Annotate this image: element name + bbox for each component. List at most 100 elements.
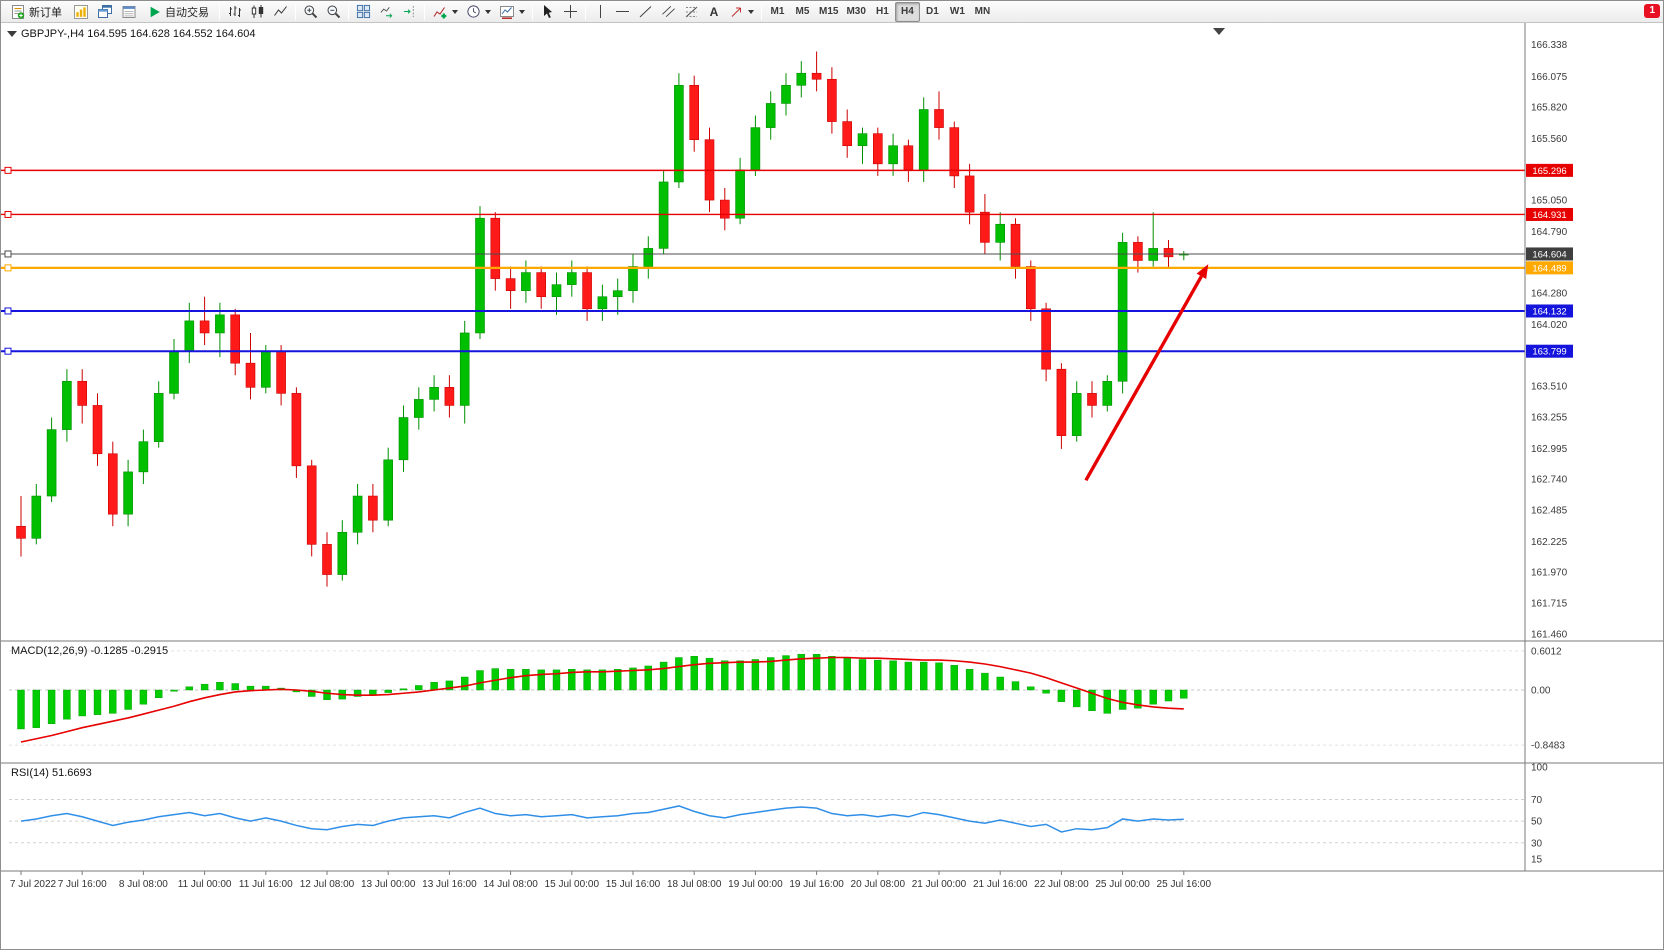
- templates-icon: [500, 5, 514, 19]
- svg-text:19 Jul 00:00: 19 Jul 00:00: [728, 879, 783, 890]
- price-scale: [1526, 163, 1573, 358]
- new-chart-button[interactable]: [69, 2, 93, 22]
- periods-clock-icon: [467, 5, 480, 18]
- svg-text:20 Jul 08:00: 20 Jul 08:00: [851, 879, 906, 890]
- tile-windows-icon: [356, 4, 371, 19]
- svg-text:15: 15: [1531, 855, 1543, 866]
- svg-text:7 Jul 16:00: 7 Jul 16:00: [58, 879, 107, 890]
- svg-text:25 Jul 00:00: 25 Jul 00:00: [1095, 879, 1150, 890]
- zoom-out-button[interactable]: [322, 2, 345, 22]
- timeframe-w1-button[interactable]: W1: [949, 6, 965, 17]
- trend-arrow-annotation[interactable]: [1084, 264, 1209, 482]
- horizontal-lines-layer[interactable]: [1, 166, 1525, 355]
- fibonacci-tool-button[interactable]: [680, 2, 703, 22]
- vertical-line-tool-button[interactable]: [589, 2, 611, 22]
- toolbar-separator: [761, 3, 762, 20]
- arrows-icon: [731, 7, 741, 17]
- svg-text:166.338: 166.338: [1531, 40, 1568, 51]
- dropdown-caret-icon: [519, 9, 525, 14]
- channel-icon: [662, 6, 675, 17]
- trendline-tool-button[interactable]: [634, 2, 657, 22]
- zoom-in-button[interactable]: [299, 2, 322, 22]
- new-order-icon: [12, 4, 25, 19]
- auto-trading-play-icon: [150, 6, 160, 17]
- bar-chart-mode-button[interactable]: [223, 2, 246, 22]
- svg-text:162.995: 162.995: [1531, 444, 1568, 455]
- line-chart-mode-button[interactable]: [269, 2, 292, 22]
- trendline-icon: [639, 6, 652, 18]
- periods-button[interactable]: [462, 2, 495, 22]
- svg-text:50: 50: [1531, 817, 1543, 828]
- svg-text:162.485: 162.485: [1531, 505, 1568, 516]
- timeframe-mn-button[interactable]: MN: [974, 6, 991, 17]
- svg-text:15 Jul 00:00: 15 Jul 00:00: [545, 879, 600, 890]
- candlestick-mode-button[interactable]: [246, 2, 269, 22]
- horizontal-line-tool-button[interactable]: [611, 2, 634, 22]
- toolbar-separator: [219, 3, 220, 20]
- timeframe-m30-button[interactable]: M30: [846, 6, 866, 17]
- svg-text:14 Jul 08:00: 14 Jul 08:00: [483, 879, 538, 890]
- macd-layer: [17, 654, 1188, 743]
- dropdown-caret-icon: [748, 9, 754, 14]
- timeframe-h4-button[interactable]: H4: [894, 1, 920, 22]
- svg-text:163.799: 163.799: [1532, 347, 1566, 358]
- toolbar: 新订单: [1, 1, 1663, 23]
- svg-text:161.460: 161.460: [1531, 629, 1568, 640]
- dropdown-caret-icon: [485, 9, 491, 14]
- svg-text:162.225: 162.225: [1531, 537, 1568, 548]
- auto-trading-button[interactable]: 自动交易: [141, 2, 216, 22]
- zoom-out-icon: [327, 5, 341, 19]
- tile-windows-button[interactable]: [352, 2, 375, 22]
- price-badge: [1526, 344, 1573, 358]
- one-click-trading-toggle-icon[interactable]: [7, 31, 17, 37]
- svg-text:161.970: 161.970: [1531, 568, 1568, 579]
- chart-shift-marker-icon[interactable]: [1213, 28, 1225, 35]
- timeframe-m5-button[interactable]: M5: [795, 6, 810, 17]
- svg-text:21 Jul 00:00: 21 Jul 00:00: [912, 879, 967, 890]
- auto-scroll-button[interactable]: [375, 2, 398, 22]
- svg-text:164.790: 164.790: [1531, 227, 1568, 238]
- svg-text:164.489: 164.489: [1532, 263, 1566, 274]
- chart-shift-button[interactable]: [398, 2, 421, 22]
- text-tool-icon: A: [709, 4, 719, 19]
- text-tool-button[interactable]: A: [703, 2, 725, 22]
- new-order-label: 新订单: [29, 6, 62, 19]
- new-chart-icon: [74, 4, 88, 19]
- profiles-button[interactable]: [93, 2, 117, 22]
- fibonacci-icon: [685, 6, 698, 18]
- svg-text:165.050: 165.050: [1531, 196, 1568, 207]
- channel-tool-button[interactable]: [657, 2, 680, 22]
- svg-text:164.604: 164.604: [1532, 249, 1566, 260]
- templates-button[interactable]: [495, 2, 529, 22]
- svg-text:7 Jul 2022: 7 Jul 2022: [10, 879, 57, 890]
- arrows-tool-button[interactable]: [725, 2, 758, 22]
- svg-text:163.510: 163.510: [1531, 382, 1568, 393]
- auto-trading-label: 自动交易: [165, 6, 209, 19]
- svg-text:70: 70: [1531, 795, 1543, 806]
- data-window-button[interactable]: [117, 2, 141, 22]
- rsi-line: [20, 805, 1184, 833]
- auto-scroll-icon: [380, 7, 393, 18]
- crosshair-tool-button[interactable]: [559, 2, 582, 22]
- indicators-button[interactable]: [428, 2, 462, 22]
- svg-text:0.00: 0.00: [1531, 686, 1551, 697]
- svg-text:164.931: 164.931: [1532, 210, 1566, 221]
- timeframe-m15-button[interactable]: M15: [819, 6, 839, 17]
- timeframe-d1-button[interactable]: D1: [926, 6, 939, 17]
- timeframe-h1-button[interactable]: H1: [876, 6, 889, 17]
- chart-canvas[interactable]: 166.338 166.075 165.820 165.560 165.050 164.7…: [1, 23, 1664, 950]
- svg-text:21 Jul 16:00: 21 Jul 16:00: [973, 879, 1028, 890]
- svg-text:22 Jul 08:00: 22 Jul 08:00: [1034, 879, 1089, 890]
- notification-badge[interactable]: 1: [1644, 4, 1660, 18]
- chart-area: 166.338 166.075 165.820 165.560 165.050 164.7…: [1, 23, 1663, 949]
- svg-text:15 Jul 16:00: 15 Jul 16:00: [606, 879, 661, 890]
- chart-shift-icon: [403, 5, 414, 18]
- svg-text:164.280: 164.280: [1531, 289, 1568, 300]
- cursor-tool-button[interactable]: [536, 2, 559, 22]
- toolbar-separator: [295, 3, 296, 20]
- new-order-button[interactable]: 新订单: [3, 2, 69, 22]
- line-chart-icon: [274, 6, 287, 16]
- price-badge: [1526, 247, 1573, 261]
- timeframe-m1-button[interactable]: M1: [770, 6, 785, 17]
- toolbar-separator: [532, 3, 533, 20]
